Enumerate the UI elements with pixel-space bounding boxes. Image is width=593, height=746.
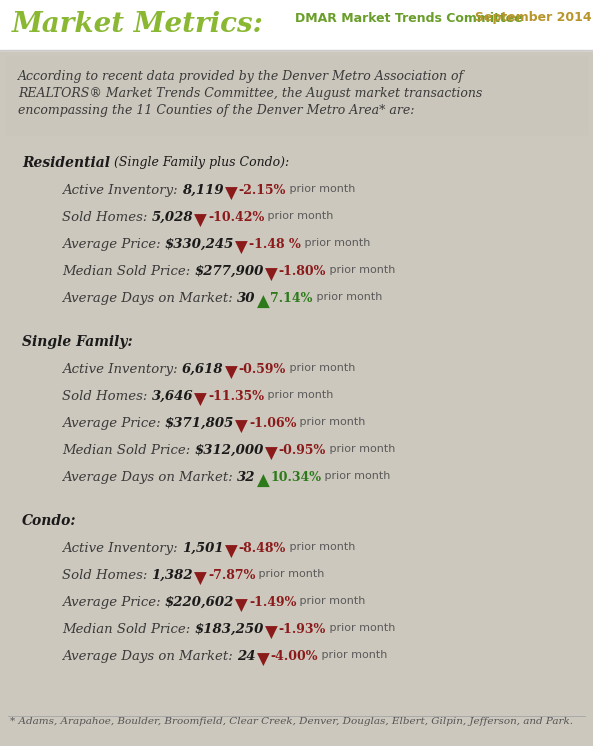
Text: ▼: ▼: [235, 597, 248, 615]
Text: ▼: ▼: [225, 543, 237, 561]
Text: ▲: ▲: [257, 472, 269, 490]
Text: Average Price:: Average Price:: [62, 596, 165, 609]
Text: $277,900: $277,900: [195, 265, 264, 278]
Text: -1.06%: -1.06%: [249, 417, 296, 430]
Text: $312,000: $312,000: [195, 444, 264, 457]
Text: $183,250: $183,250: [195, 623, 264, 636]
Text: 8,119: 8,119: [182, 184, 224, 197]
Text: -1.49%: -1.49%: [249, 596, 296, 609]
Text: 1,501: 1,501: [182, 542, 224, 555]
Text: prior month: prior month: [313, 292, 382, 302]
Text: According to recent data provided by the Denver Metro Association of: According to recent data provided by the…: [18, 70, 464, 83]
Text: 32: 32: [237, 471, 256, 484]
Text: 3,646: 3,646: [152, 390, 193, 403]
Text: 7.14%: 7.14%: [270, 292, 313, 305]
Text: Sold Homes:: Sold Homes:: [62, 569, 152, 582]
Text: -4.00%: -4.00%: [270, 650, 318, 663]
Text: Average Days on Market:: Average Days on Market:: [62, 650, 237, 663]
Text: Average Days on Market:: Average Days on Market:: [62, 471, 237, 484]
Text: encompassing the 11 Counties of the Denver Metro Area* are:: encompassing the 11 Counties of the Denv…: [18, 104, 415, 117]
Text: -7.87%: -7.87%: [208, 569, 256, 582]
Text: (Single Family plus Condo):: (Single Family plus Condo):: [110, 156, 289, 169]
Text: prior month: prior month: [296, 417, 366, 427]
Text: -0.95%: -0.95%: [279, 444, 326, 457]
Text: -8.48%: -8.48%: [238, 542, 285, 555]
Text: September 2014: September 2014: [475, 11, 592, 25]
Text: prior month: prior month: [326, 265, 396, 275]
Text: Residential: Residential: [22, 156, 110, 170]
Text: DMAR Market Trends Committee: DMAR Market Trends Committee: [295, 11, 523, 25]
Text: ▼: ▼: [265, 266, 278, 284]
Text: 6,618: 6,618: [182, 363, 224, 376]
Text: prior month: prior month: [326, 623, 396, 633]
Text: prior month: prior month: [326, 444, 396, 454]
Text: ▼: ▼: [225, 364, 237, 382]
Text: Active Inventory:: Active Inventory:: [62, 363, 182, 376]
Text: Median Sold Price:: Median Sold Price:: [62, 623, 195, 636]
Text: Average Price:: Average Price:: [62, 417, 165, 430]
Text: prior month: prior month: [286, 184, 355, 194]
Text: Median Sold Price:: Median Sold Price:: [62, 265, 195, 278]
Text: prior month: prior month: [285, 363, 355, 373]
Text: ▼: ▼: [235, 239, 248, 257]
Text: * Adams, Arapahoe, Boulder, Broomfield, Clear Creek, Denver, Douglas, Elbert, Gi: * Adams, Arapahoe, Boulder, Broomfield, …: [10, 717, 573, 726]
Text: Sold Homes:: Sold Homes:: [62, 390, 152, 403]
Bar: [6, 56, 587, 134]
Text: Active Inventory:: Active Inventory:: [62, 184, 182, 197]
Text: ▼: ▼: [235, 418, 248, 436]
Text: Active Inventory:: Active Inventory:: [62, 542, 182, 555]
Text: Average Days on Market:: Average Days on Market:: [62, 292, 237, 305]
Bar: [0, 0, 593, 50]
Text: prior month: prior month: [264, 211, 334, 221]
Text: Market Metrics:: Market Metrics:: [12, 11, 264, 39]
Text: REALTORS® Market Trends Committee, the August market transactions: REALTORS® Market Trends Committee, the A…: [18, 87, 482, 100]
Text: prior month: prior month: [301, 238, 370, 248]
Text: -1.48 %: -1.48 %: [249, 238, 301, 251]
Text: ▼: ▼: [225, 185, 237, 203]
Text: $220,602: $220,602: [165, 596, 234, 609]
Text: 1,382: 1,382: [152, 569, 193, 582]
Text: -0.59%: -0.59%: [238, 363, 285, 376]
Text: -1.93%: -1.93%: [279, 623, 326, 636]
Text: prior month: prior month: [318, 650, 387, 660]
Text: -11.35%: -11.35%: [208, 390, 264, 403]
Text: Median Sold Price:: Median Sold Price:: [62, 444, 195, 457]
Text: ▲: ▲: [257, 293, 269, 311]
Text: 30: 30: [237, 292, 256, 305]
Text: Condo:: Condo:: [22, 514, 76, 528]
Text: ▼: ▼: [265, 624, 278, 642]
Text: prior month: prior month: [256, 569, 325, 579]
Text: 10.34%: 10.34%: [270, 471, 321, 484]
Text: prior month: prior month: [285, 542, 355, 552]
Text: ▼: ▼: [195, 212, 207, 230]
Text: $330,245: $330,245: [165, 238, 234, 251]
Text: 5,028: 5,028: [152, 211, 193, 224]
Text: Average Price:: Average Price:: [62, 238, 165, 251]
Text: -2.15%: -2.15%: [238, 184, 286, 197]
Text: ▼: ▼: [265, 445, 278, 463]
Text: prior month: prior month: [264, 390, 333, 400]
Text: 24: 24: [237, 650, 256, 663]
Text: -1.80%: -1.80%: [279, 265, 326, 278]
Text: prior month: prior month: [321, 471, 391, 481]
Text: $371,805: $371,805: [165, 417, 234, 430]
Text: ▼: ▼: [195, 570, 207, 588]
Text: Sold Homes:: Sold Homes:: [62, 211, 152, 224]
Text: ▼: ▼: [195, 391, 207, 409]
Text: ▼: ▼: [257, 651, 269, 669]
Text: -10.42%: -10.42%: [208, 211, 264, 224]
Text: prior month: prior month: [296, 596, 366, 606]
Text: Single Family:: Single Family:: [22, 335, 133, 349]
